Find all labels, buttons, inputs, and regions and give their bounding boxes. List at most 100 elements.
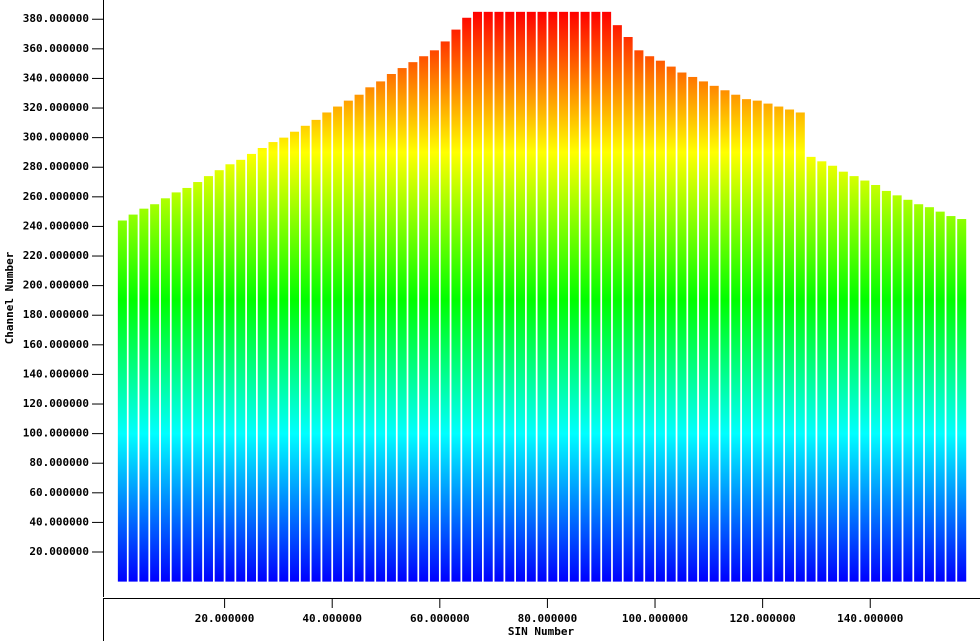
bar [806,156,816,582]
bar [160,198,170,582]
bar [128,214,138,582]
bar [914,204,924,582]
y-tick-label: 140.000000 [23,367,89,380]
bar [139,208,149,582]
bar [795,112,805,582]
bar [354,94,364,582]
bar [634,50,644,582]
bar [580,11,590,582]
bar [300,125,310,582]
bar [214,170,224,582]
bar [645,56,655,582]
y-tick-label: 60.000000 [29,486,89,499]
bar [343,100,353,582]
x-tick-label: 20.000000 [195,612,255,625]
bar [472,11,482,582]
y-axis-title: Channel Number [3,251,16,344]
x-axis-title: SIN Number [508,625,575,638]
y-tick-label: 240.000000 [23,219,89,232]
bar [451,29,461,582]
bar [268,142,278,582]
x-tick-label: 100.000000 [622,612,688,625]
bar [828,165,838,582]
bar [957,219,967,582]
x-tick-label: 140.000000 [837,612,903,625]
x-tick-label: 60.000000 [410,612,470,625]
bar [602,11,612,582]
bar [526,11,536,582]
bar [365,87,375,582]
bar [924,207,934,582]
bar [150,204,160,582]
bar [946,216,956,582]
bar [838,171,848,582]
y-tick-label: 380.000000 [23,12,89,25]
x-tick-label: 40.000000 [302,612,362,625]
bar [429,50,439,582]
y-tick-label: 160.000000 [23,338,89,351]
bar [225,164,235,582]
bar [655,60,665,582]
bar [257,147,267,582]
bar [785,109,795,582]
bar [537,11,547,582]
bar [559,11,569,582]
bar [774,106,784,582]
bar [236,159,246,582]
bar [376,81,386,582]
bar [752,100,762,582]
y-tick-label: 340.000000 [23,71,89,84]
bar [397,68,407,582]
y-tick-label: 40.000000 [29,515,89,528]
bar [483,11,493,582]
bar [462,17,472,582]
bar [408,62,418,582]
bar [311,119,321,582]
x-tick-label: 80.000000 [518,612,578,625]
bar [741,99,752,582]
bar [871,184,881,582]
bar [849,176,859,582]
bar [290,131,300,582]
bar [731,94,741,582]
y-tick-label: 300.000000 [23,131,89,144]
bar [182,187,192,582]
bar [333,106,343,582]
bar [612,25,622,582]
bar [677,72,687,582]
bar [935,211,945,582]
bar [515,11,526,582]
bar [623,36,633,582]
bar [881,190,891,582]
bar [569,11,579,582]
bar [698,81,708,582]
bar [688,76,698,582]
y-tick-label: 20.000000 [29,545,89,558]
bar [709,85,719,582]
bar [279,137,289,582]
bar [860,180,870,582]
bar [903,199,913,582]
bar [246,153,257,582]
bar [494,11,504,582]
bar [505,11,515,582]
bar [666,66,676,582]
y-tick-label: 100.000000 [23,427,89,440]
bar [763,103,773,582]
bar [419,56,429,582]
bar [591,11,601,582]
bar [548,11,558,582]
bar [720,90,730,582]
bar [386,73,396,582]
bar [117,220,127,582]
y-tick-label: 260.000000 [23,190,89,203]
y-tick-label: 200.000000 [23,279,89,292]
y-tick-label: 320.000000 [23,101,89,114]
bar [203,176,213,582]
y-tick-label: 120.000000 [23,397,89,410]
y-tick-label: 280.000000 [23,160,89,173]
x-tick-label: 120.000000 [730,612,796,625]
y-tick-label: 180.000000 [23,308,89,321]
bar [817,161,827,582]
